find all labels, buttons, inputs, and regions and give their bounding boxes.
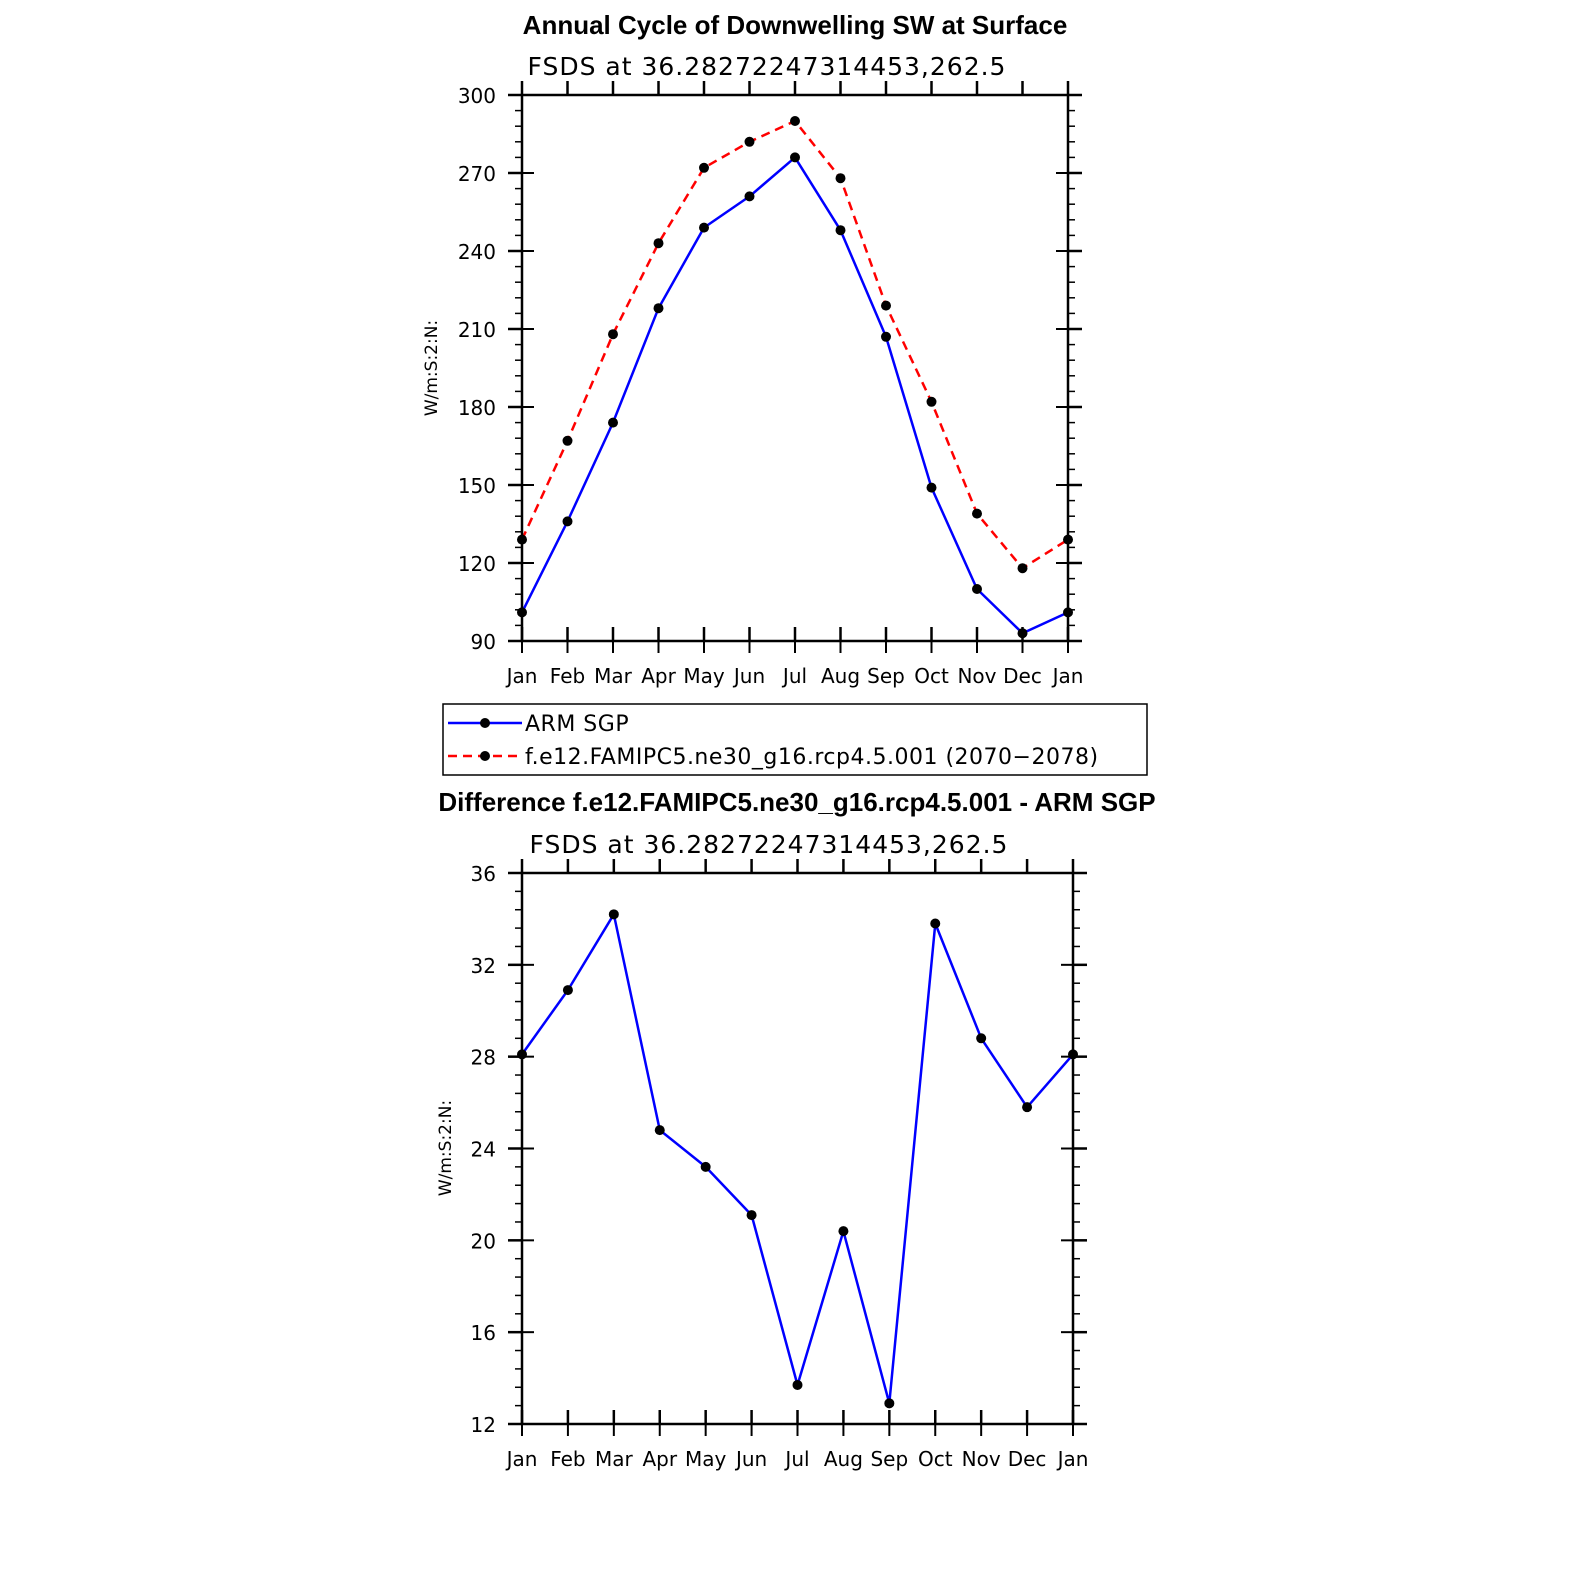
y-tick-label: 150 bbox=[458, 474, 496, 498]
chart-title: Difference f.e12.FAMIPC5.ne30_g16.rcp4.5… bbox=[438, 787, 1155, 817]
data-point bbox=[835, 225, 846, 236]
series-line-0 bbox=[520, 156, 1069, 635]
x-tick-label: Feb bbox=[550, 664, 585, 688]
data-point bbox=[1022, 1102, 1033, 1113]
x-tick-label: Mar bbox=[595, 1447, 634, 1471]
x-tick-label: Oct bbox=[918, 1447, 953, 1471]
x-tick-label: Apr bbox=[641, 664, 676, 688]
y-tick-label: 36 bbox=[471, 862, 496, 886]
data-point bbox=[881, 331, 891, 342]
x-tick-label: Jul bbox=[783, 1447, 809, 1471]
data-point bbox=[562, 435, 573, 446]
y-tick-label: 24 bbox=[471, 1138, 496, 1162]
x-tick-label: Oct bbox=[914, 664, 949, 688]
data-point bbox=[608, 417, 618, 428]
data-point bbox=[744, 136, 755, 147]
data-point bbox=[608, 329, 618, 340]
plot-frame bbox=[520, 871, 1075, 1426]
data-point bbox=[562, 516, 573, 527]
x-tick-label: Jun bbox=[734, 1447, 767, 1471]
data-point bbox=[562, 985, 573, 996]
x-tick-label: Sep bbox=[870, 1447, 908, 1471]
x-tick-label: Jan bbox=[505, 1447, 538, 1471]
y-tick-label: 20 bbox=[471, 1229, 496, 1253]
y-tick-label: 120 bbox=[458, 552, 496, 576]
plot-frame bbox=[520, 93, 1070, 643]
x-tick-label: Jun bbox=[732, 664, 765, 688]
y-axis-label: W/m:S:2:N: bbox=[436, 1100, 456, 1196]
y-axis-label: W/m:S:2:N: bbox=[422, 320, 442, 416]
y-tick-label: 210 bbox=[458, 318, 496, 342]
data-point bbox=[926, 396, 937, 407]
data-point bbox=[699, 162, 709, 173]
y-tick-label: 16 bbox=[471, 1321, 496, 1345]
y-tick-label: 240 bbox=[458, 240, 496, 264]
difference-chart: Difference f.e12.FAMIPC5.ne30_g16.rcp4.5… bbox=[436, 787, 1156, 1471]
legend-label-arm-sgp: ARM SGP bbox=[525, 712, 629, 737]
data-point bbox=[930, 918, 941, 929]
x-tick-label: Dec bbox=[1003, 664, 1042, 688]
y-tick-label: 270 bbox=[458, 162, 496, 186]
data-point bbox=[972, 584, 982, 594]
data-point bbox=[838, 1226, 849, 1237]
x-tick-label: Nov bbox=[962, 1447, 1001, 1471]
x-tick-label: Apr bbox=[642, 1447, 677, 1471]
x-tick-label: Jan bbox=[1051, 664, 1084, 688]
data-point bbox=[1017, 563, 1028, 574]
data-point bbox=[926, 482, 937, 493]
data-point bbox=[790, 116, 800, 126]
data-point bbox=[790, 152, 800, 163]
y-tick-label: 300 bbox=[458, 84, 496, 108]
series-line-0 bbox=[520, 913, 1074, 1405]
y-tick-label: 32 bbox=[471, 954, 496, 978]
data-point bbox=[744, 191, 755, 202]
data-point bbox=[700, 1161, 711, 1172]
data-point bbox=[699, 222, 709, 233]
x-tick-label: Mar bbox=[594, 664, 633, 688]
data-point bbox=[972, 508, 982, 519]
y-tick-label: 90 bbox=[471, 630, 496, 654]
x-tick-label: Dec bbox=[1008, 1447, 1047, 1471]
x-tick-label: Aug bbox=[824, 1447, 863, 1471]
legend-label-model: f.e12.FAMIPC5.ne30_g16.rcp4.5.001 (2070−… bbox=[525, 745, 1099, 770]
data-point bbox=[653, 238, 664, 249]
x-tick-label: May bbox=[685, 1447, 727, 1471]
data-point bbox=[654, 1125, 665, 1136]
chart-subtitle: FSDS at 36.28272247314453,262.5 bbox=[528, 52, 1007, 81]
x-tick-label: Jan bbox=[505, 664, 538, 688]
x-tick-label: Feb bbox=[550, 1447, 585, 1471]
data-point bbox=[746, 1210, 757, 1221]
annual-cycle-chart: Annual Cycle of Downwelling SW at Surfac… bbox=[422, 10, 1083, 688]
chart-title: Annual Cycle of Downwelling SW at Surfac… bbox=[523, 10, 1068, 40]
legend-marker-arm-sgp bbox=[480, 718, 490, 728]
legend: ARM SGP f.e12.FAMIPC5.ne30_g16.rcp4.5.00… bbox=[442, 703, 1148, 776]
y-tick-label: 28 bbox=[471, 1046, 496, 1070]
x-tick-label: Jul bbox=[781, 664, 807, 688]
y-tick-label: 12 bbox=[471, 1413, 496, 1437]
data-point bbox=[653, 303, 664, 314]
series-line-1 bbox=[520, 119, 1069, 570]
x-tick-label: Jan bbox=[1056, 1447, 1089, 1471]
legend-box bbox=[442, 703, 1148, 776]
chart-subtitle: FSDS at 36.28272247314453,262.5 bbox=[530, 830, 1009, 859]
x-tick-label: May bbox=[683, 664, 725, 688]
data-point bbox=[608, 909, 619, 920]
data-point bbox=[884, 1398, 895, 1409]
data-point bbox=[792, 1379, 803, 1390]
legend-marker-model bbox=[480, 751, 490, 761]
data-point bbox=[976, 1033, 987, 1044]
y-tick-label: 180 bbox=[458, 396, 496, 420]
x-tick-label: Nov bbox=[957, 664, 996, 688]
data-point bbox=[881, 300, 891, 311]
data-point bbox=[835, 173, 846, 184]
x-tick-label: Sep bbox=[867, 664, 905, 688]
x-tick-label: Aug bbox=[821, 664, 860, 688]
